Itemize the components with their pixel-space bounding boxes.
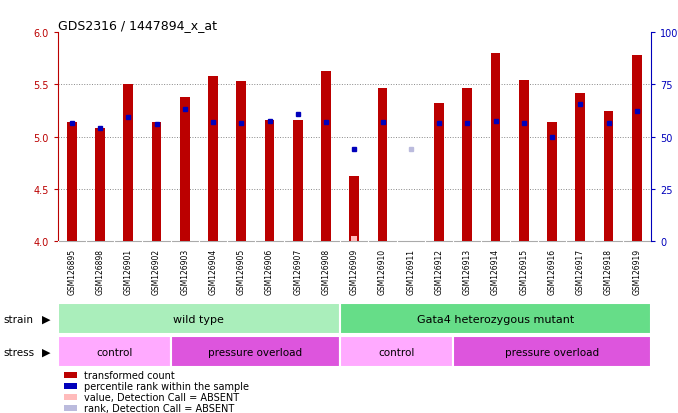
Bar [434, 104, 444, 242]
Text: GSM126901: GSM126901 [124, 249, 133, 294]
Bar [491, 54, 500, 242]
Bar [462, 88, 472, 242]
Bar [321, 71, 331, 242]
Bar [58, 337, 171, 368]
Text: GSM126913: GSM126913 [463, 249, 472, 294]
Text: ▶: ▶ [42, 347, 51, 357]
Bar [547, 123, 557, 242]
Text: GSM126895: GSM126895 [67, 249, 76, 294]
Text: GSM126916: GSM126916 [548, 249, 557, 294]
Bar [378, 88, 387, 242]
Bar [95, 129, 105, 242]
Text: wild type: wild type [174, 314, 224, 324]
Text: GSM126909: GSM126909 [350, 249, 359, 294]
Bar [293, 121, 302, 242]
Text: GSM126915: GSM126915 [519, 249, 528, 294]
Text: GSM126905: GSM126905 [237, 249, 245, 294]
Bar [64, 394, 77, 400]
Text: Gata4 heterozygous mutant: Gata4 heterozygous mutant [417, 314, 574, 324]
Bar [171, 337, 340, 368]
Bar [453, 337, 651, 368]
Bar [67, 123, 77, 242]
Text: GSM126910: GSM126910 [378, 249, 387, 294]
Text: stress: stress [3, 347, 35, 357]
Text: GSM126917: GSM126917 [576, 249, 584, 294]
Bar [340, 337, 453, 368]
Text: value, Detection Call = ABSENT: value, Detection Call = ABSENT [84, 392, 239, 402]
Bar [349, 177, 359, 242]
Text: GSM126903: GSM126903 [180, 249, 189, 294]
Text: GSM126907: GSM126907 [294, 249, 302, 294]
Text: GSM126902: GSM126902 [152, 249, 161, 294]
Bar [237, 82, 246, 242]
Bar [208, 77, 218, 242]
Text: percentile rank within the sample: percentile rank within the sample [84, 381, 250, 391]
Bar [351, 236, 357, 242]
Text: GSM126898: GSM126898 [96, 249, 104, 294]
Text: GDS2316 / 1447894_x_at: GDS2316 / 1447894_x_at [58, 19, 217, 32]
Bar [632, 56, 641, 242]
Text: rank, Detection Call = ABSENT: rank, Detection Call = ABSENT [84, 403, 235, 413]
Text: GSM126919: GSM126919 [633, 249, 641, 294]
Text: strain: strain [3, 314, 33, 324]
Bar [264, 121, 275, 242]
Text: GSM126918: GSM126918 [604, 249, 613, 294]
Bar [152, 123, 161, 242]
Bar [123, 85, 133, 242]
Text: ▶: ▶ [42, 314, 51, 324]
Text: transformed count: transformed count [84, 370, 175, 380]
Bar [58, 304, 340, 335]
Bar [64, 405, 77, 411]
Text: control: control [378, 347, 415, 357]
Text: control: control [96, 347, 132, 357]
Bar [576, 93, 585, 242]
Bar [603, 111, 614, 242]
Text: pressure overload: pressure overload [505, 347, 599, 357]
Text: GSM126904: GSM126904 [209, 249, 218, 294]
Bar [180, 98, 190, 242]
Bar [519, 81, 529, 242]
Text: GSM126912: GSM126912 [435, 249, 443, 294]
Bar [340, 304, 651, 335]
Text: GSM126906: GSM126906 [265, 249, 274, 294]
Bar [64, 383, 77, 389]
Bar [64, 372, 77, 378]
Text: GSM126908: GSM126908 [321, 249, 330, 294]
Text: pressure overload: pressure overload [208, 347, 302, 357]
Text: GSM126911: GSM126911 [406, 249, 415, 294]
Text: GSM126914: GSM126914 [491, 249, 500, 294]
